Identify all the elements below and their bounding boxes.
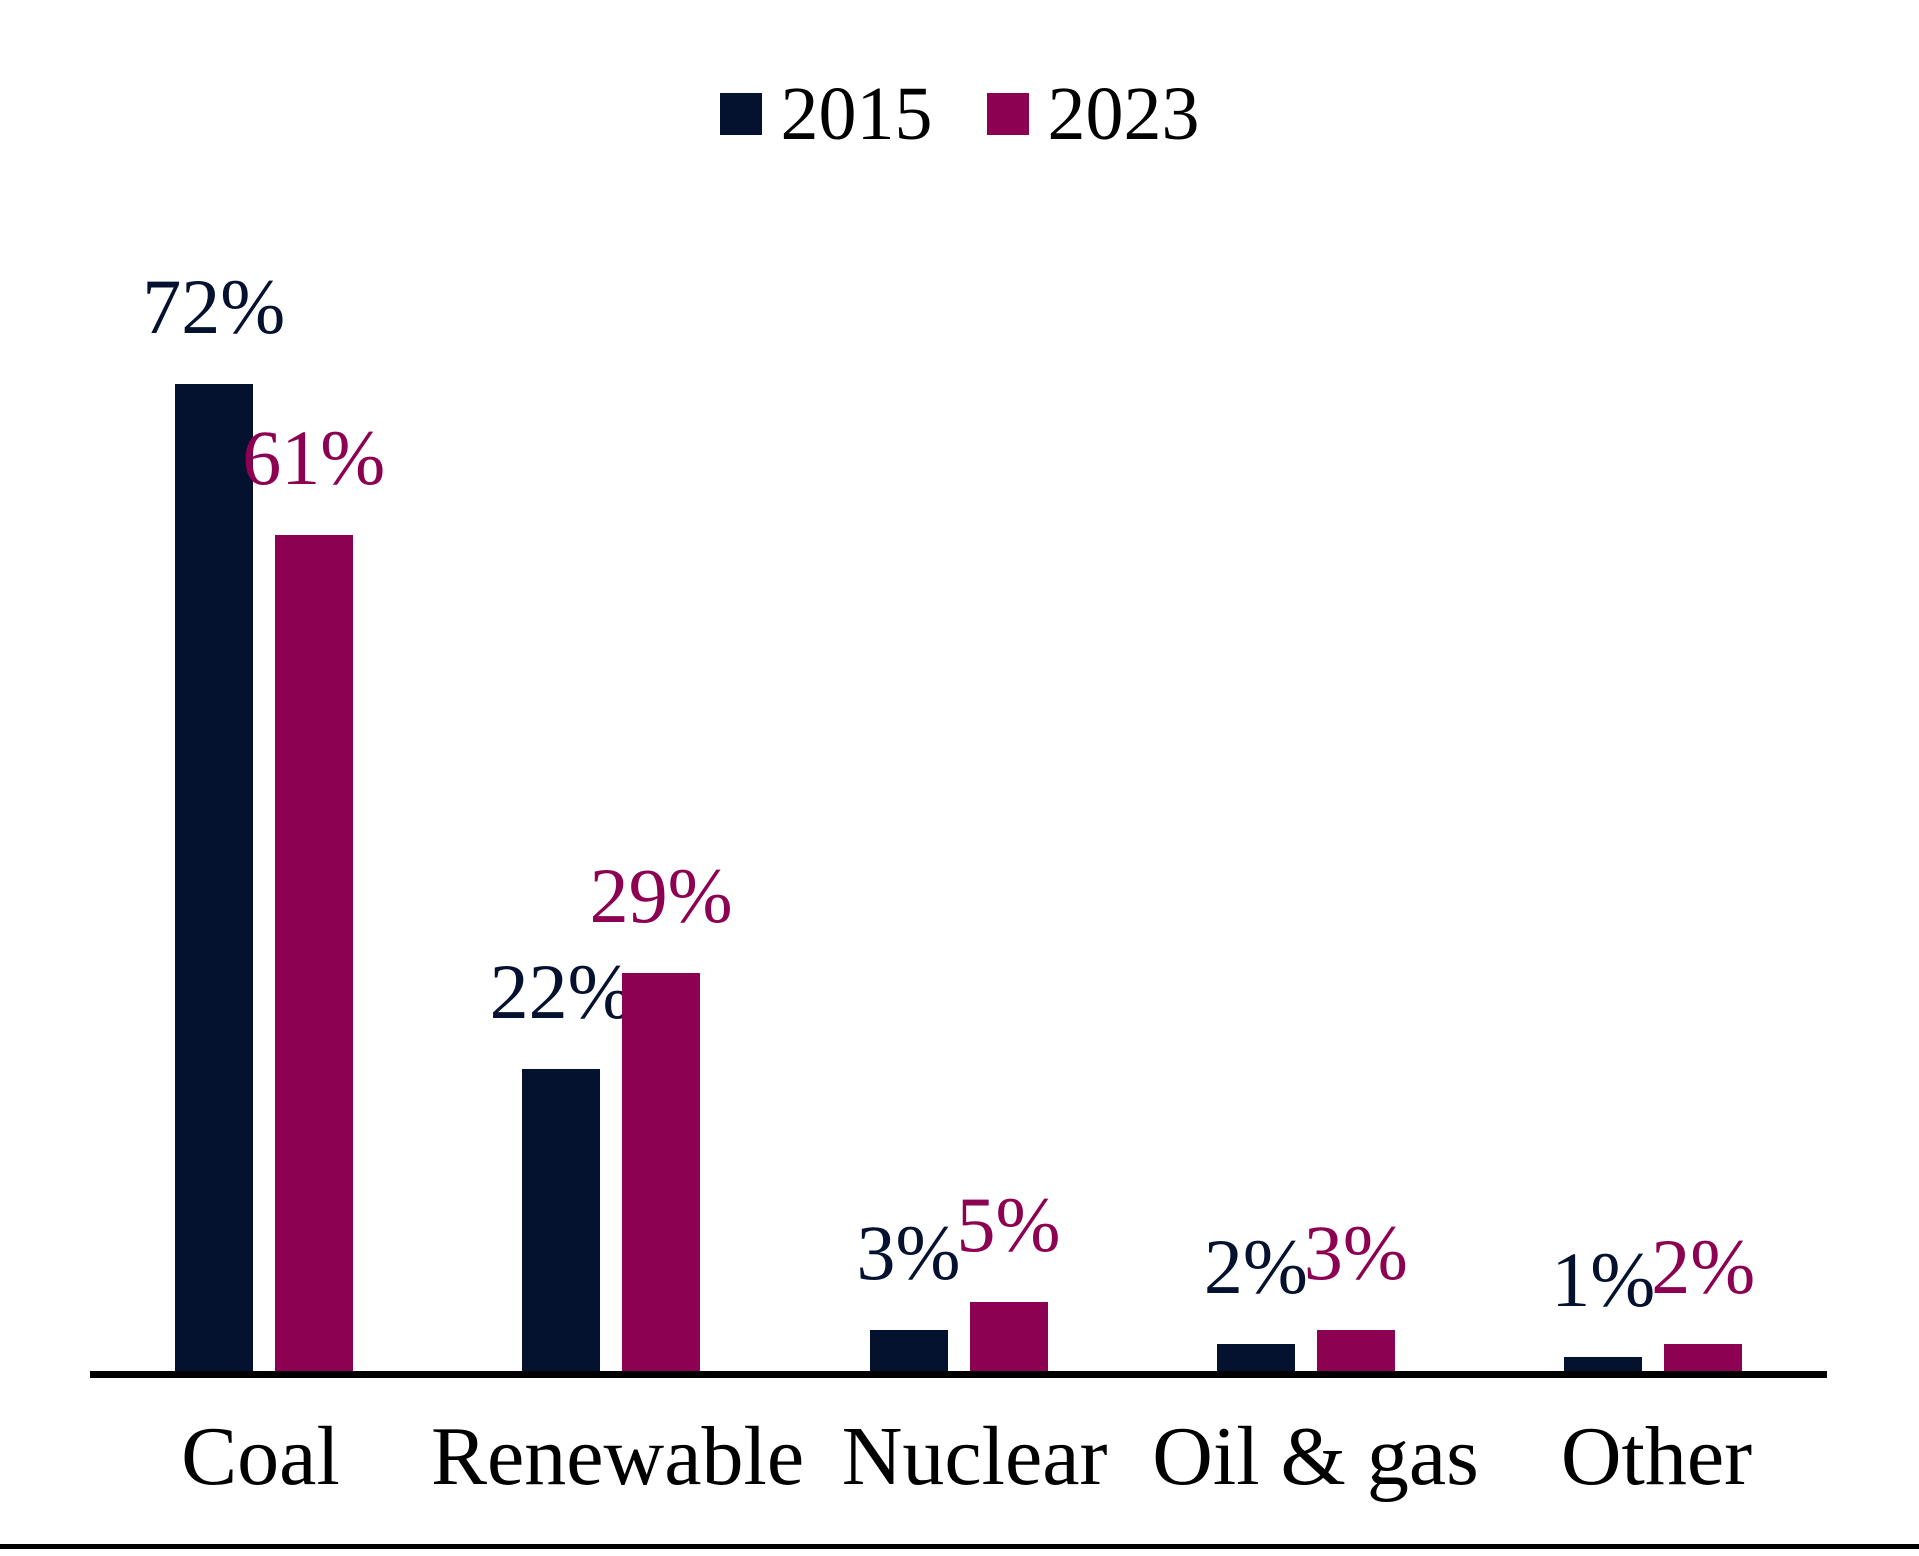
bar-2023-renewable	[622, 973, 701, 1371]
category-label-renewable: Renewable	[430, 1410, 805, 1503]
bar-2015-oil-gas	[1216, 1343, 1295, 1371]
bottom-border-rule	[0, 1544, 1919, 1549]
bar-2015-nuclear	[869, 1329, 948, 1371]
bar-2023-oil-gas	[1316, 1329, 1395, 1371]
legend-swatch-icon-2015	[719, 93, 762, 135]
value-label-2015-renewable: 22%	[489, 948, 633, 1036]
bar-2015-renewable	[522, 1069, 601, 1371]
category-label-oil-gas: Oil & gas	[1152, 1410, 1479, 1503]
legend-label-2023: 2023	[1047, 72, 1200, 156]
legend-item-2015: 2015	[719, 72, 933, 156]
value-label-2015-oil-gas: 2%	[1203, 1222, 1308, 1310]
value-label-2023-coal: 61%	[242, 413, 386, 501]
x-axis-category-labels: Coal Renewable Nuclear Oil & gas Other	[90, 1415, 1827, 1499]
bar-2015-other	[1564, 1357, 1643, 1371]
value-label-2023-oil-gas: 3%	[1303, 1208, 1408, 1296]
bar-2023-coal	[274, 534, 353, 1371]
x-axis-line	[90, 1371, 1827, 1378]
value-label-2023-other: 2%	[1651, 1222, 1756, 1310]
legend-swatch-icon-2023	[986, 93, 1029, 135]
value-label-2015-nuclear: 3%	[856, 1208, 961, 1296]
category-label-other: Other	[1560, 1410, 1753, 1503]
bar-2023-nuclear	[969, 1302, 1048, 1371]
plot-area: 72% 61% 22% 29% 3% 5% 2% 3% 1% 2%	[90, 0, 1827, 1371]
bar-2023-other	[1664, 1343, 1743, 1371]
chart-legend: 2015 2023	[0, 76, 1919, 152]
value-label-2015-other: 1%	[1551, 1236, 1656, 1324]
legend-item-2023: 2023	[986, 72, 1200, 156]
bar-2015-coal	[174, 383, 253, 1371]
category-label-nuclear: Nuclear	[841, 1410, 1108, 1503]
category-label-coal: Coal	[181, 1410, 340, 1503]
value-label-2015-coal: 72%	[142, 262, 286, 350]
legend-label-2015: 2015	[780, 72, 933, 156]
value-label-2023-renewable: 29%	[589, 852, 733, 940]
value-label-2023-nuclear: 5%	[956, 1181, 1061, 1269]
